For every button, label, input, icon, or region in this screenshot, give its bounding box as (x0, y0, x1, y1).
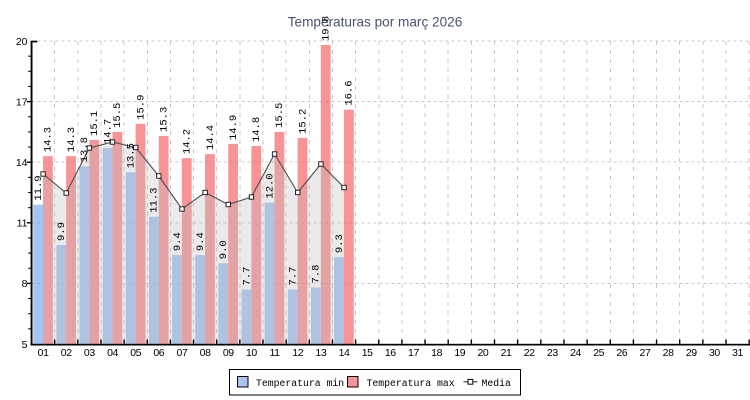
svg-text:31: 31 (732, 347, 743, 359)
svg-text:13.8: 13.8 (79, 137, 91, 162)
svg-text:14.3: 14.3 (43, 127, 55, 152)
svg-text:8: 8 (22, 278, 28, 290)
svg-text:9.0: 9.0 (218, 240, 230, 259)
svg-text:9.3: 9.3 (334, 234, 346, 253)
svg-text:08: 08 (200, 347, 211, 359)
svg-text:22: 22 (524, 347, 535, 359)
svg-text:24: 24 (570, 347, 581, 359)
svg-text:14: 14 (16, 157, 28, 169)
svg-text:15.3: 15.3 (158, 107, 170, 132)
svg-text:7.8: 7.8 (311, 265, 323, 284)
svg-text:14.3: 14.3 (66, 127, 78, 152)
svg-text:14.2: 14.2 (182, 129, 194, 154)
svg-text:09: 09 (223, 347, 234, 359)
svg-text:13: 13 (315, 347, 326, 359)
svg-text:23: 23 (547, 347, 558, 359)
svg-text:15: 15 (362, 347, 373, 359)
svg-text:18: 18 (431, 347, 442, 359)
svg-text:Temperatura max: Temperatura max (367, 378, 455, 389)
svg-text:Temperatura min: Temperatura min (256, 378, 344, 389)
svg-text:13.5: 13.5 (126, 143, 138, 168)
svg-text:11.3: 11.3 (149, 188, 161, 213)
svg-text:15.5: 15.5 (112, 103, 124, 128)
svg-text:02: 02 (61, 347, 72, 359)
svg-text:14: 14 (339, 347, 350, 359)
svg-text:9.9: 9.9 (56, 222, 68, 241)
svg-text:28: 28 (663, 347, 674, 359)
svg-text:26: 26 (616, 347, 627, 359)
svg-text:01: 01 (38, 347, 49, 359)
svg-text:11.9: 11.9 (33, 175, 45, 200)
svg-text:16.6: 16.6 (344, 80, 356, 105)
svg-text:29: 29 (686, 347, 697, 359)
svg-text:15.1: 15.1 (89, 111, 101, 136)
svg-text:30: 30 (709, 347, 720, 359)
svg-text:Media: Media (482, 378, 512, 389)
svg-text:15.2: 15.2 (297, 109, 309, 134)
svg-text:04: 04 (107, 347, 118, 359)
svg-text:07: 07 (177, 347, 188, 359)
svg-text:11: 11 (17, 218, 28, 230)
svg-text:27: 27 (640, 347, 651, 359)
svg-text:21: 21 (501, 347, 512, 359)
svg-text:15.9: 15.9 (135, 95, 147, 120)
svg-text:7.7: 7.7 (288, 267, 300, 286)
svg-text:10: 10 (246, 347, 257, 359)
svg-text:14.8: 14.8 (251, 117, 263, 142)
svg-text:03: 03 (84, 347, 95, 359)
svg-text:5: 5 (22, 339, 28, 351)
svg-text:12: 12 (292, 347, 303, 359)
svg-text:19: 19 (454, 347, 465, 359)
svg-text:Temperaturas por març 2026: Temperaturas por març 2026 (288, 15, 463, 30)
svg-text:9.4: 9.4 (195, 232, 207, 251)
svg-text:7.7: 7.7 (241, 267, 253, 286)
svg-text:19.8: 19.8 (321, 16, 333, 41)
svg-text:12.0: 12.0 (264, 173, 276, 198)
svg-text:9.4: 9.4 (172, 232, 184, 251)
svg-text:14.7: 14.7 (102, 119, 114, 144)
svg-text:20: 20 (16, 36, 28, 48)
svg-text:17: 17 (16, 96, 28, 108)
svg-text:25: 25 (593, 347, 604, 359)
svg-text:06: 06 (153, 347, 164, 359)
svg-text:14.9: 14.9 (228, 115, 240, 140)
svg-text:20: 20 (477, 347, 488, 359)
svg-text:17: 17 (408, 347, 419, 359)
svg-text:14.4: 14.4 (205, 125, 217, 150)
svg-text:11: 11 (270, 347, 281, 359)
svg-text:16: 16 (385, 347, 396, 359)
svg-text:15.5: 15.5 (274, 103, 286, 128)
svg-text:05: 05 (130, 347, 141, 359)
